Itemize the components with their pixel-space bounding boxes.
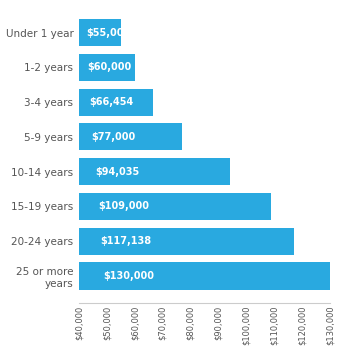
Text: $55,000: $55,000 bbox=[86, 28, 131, 38]
Bar bbox=[79, 158, 230, 185]
Text: $77,000: $77,000 bbox=[91, 132, 136, 142]
Bar bbox=[79, 193, 271, 220]
Text: $130,000: $130,000 bbox=[103, 271, 154, 281]
Bar bbox=[79, 228, 294, 255]
Text: $60,000: $60,000 bbox=[88, 62, 132, 72]
Bar bbox=[79, 54, 135, 81]
Bar bbox=[79, 88, 153, 116]
Text: $109,000: $109,000 bbox=[99, 201, 150, 211]
Text: $117,138: $117,138 bbox=[100, 236, 152, 246]
Bar bbox=[79, 19, 121, 46]
Bar bbox=[79, 123, 182, 151]
Text: $94,035: $94,035 bbox=[95, 167, 139, 177]
Text: $66,454: $66,454 bbox=[89, 97, 133, 107]
Bar bbox=[79, 263, 330, 290]
